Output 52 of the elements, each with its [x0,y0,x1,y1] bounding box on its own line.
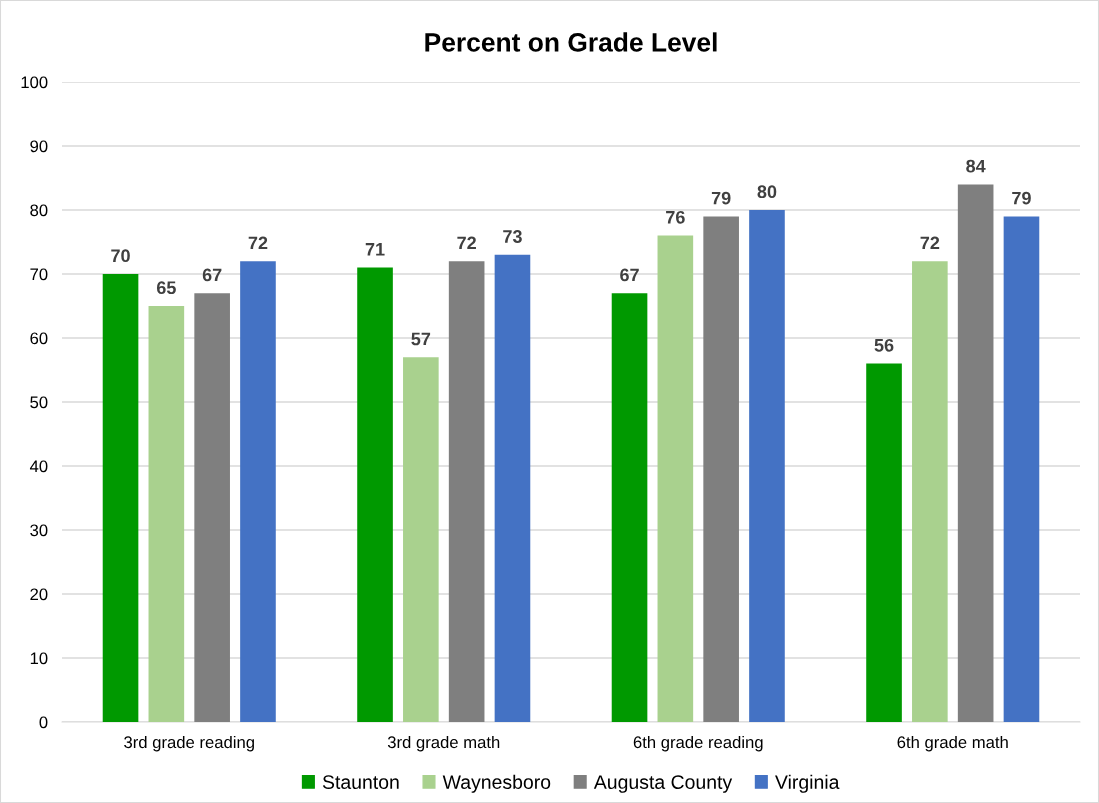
legend-label: Virginia [775,774,840,793]
bar [148,306,185,722]
data-label: 72 [920,236,940,250]
data-label: 79 [711,191,731,205]
bar [102,274,139,722]
data-label: 73 [503,230,522,243]
bar [611,293,648,722]
y-tick-label: 20 [30,588,48,601]
data-label: 57 [411,332,431,346]
bar [866,363,902,722]
data-label: 84 [966,159,986,173]
bar [494,254,531,722]
data-label: 67 [202,268,222,282]
bar [240,261,276,722]
data-label: 80 [757,185,777,199]
data-label: 71 [365,243,385,256]
x-tick-label: 6th grade reading [633,735,763,752]
bar [357,267,393,722]
bar [448,261,485,722]
legend-label: Waynesboro [442,774,551,793]
y-tick-label: 90 [30,140,48,153]
y-tick-label: 50 [30,396,48,409]
bar [912,261,948,722]
bar [957,184,994,722]
bar [749,210,785,722]
data-label: 56 [874,338,894,352]
y-tick-label: 0 [39,716,48,729]
y-tick-label: 80 [30,204,48,217]
bar [657,235,694,722]
bar [1003,216,1040,722]
y-tick-label: 100 [21,76,48,89]
data-label: 70 [111,249,130,263]
y-tick-label: 60 [30,332,48,345]
legend-label: Staunton [322,775,399,789]
data-label: 65 [156,281,176,295]
bar [703,216,739,722]
data-label: 79 [1012,191,1031,205]
x-tick-label: 6th grade math [897,735,1008,752]
bar [194,293,230,722]
chart-title: Percent on Grade Level [425,32,717,52]
y-tick-label: 40 [29,460,48,473]
y-tick-label: 70 [30,268,48,281]
x-tick-label: 3rd grade reading [124,735,254,752]
y-tick-label: 10 [30,652,48,665]
data-label: 72 [457,236,476,250]
y-tick-label: 30 [30,524,48,537]
bar [403,357,439,722]
data-label: 67 [620,268,639,282]
data-label: 76 [666,210,685,224]
legend-label: Augusta County [593,775,733,793]
x-tick-label: 3rd grade math [387,735,500,752]
data-label: 72 [248,236,268,250]
